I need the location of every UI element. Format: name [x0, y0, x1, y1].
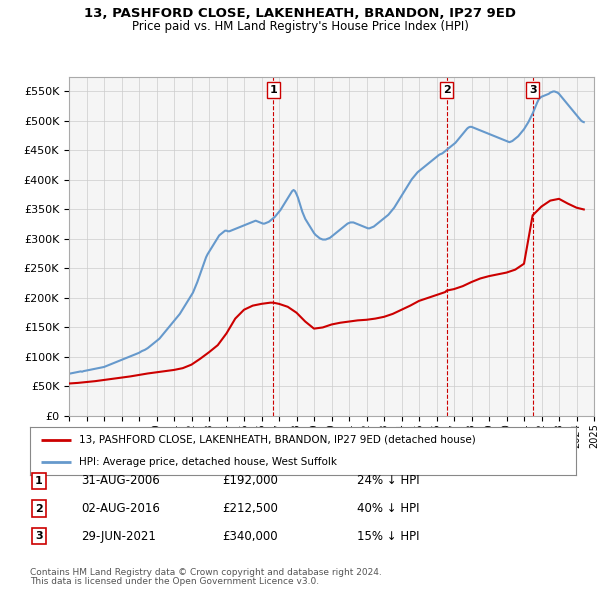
- Text: 13, PASHFORD CLOSE, LAKENHEATH, BRANDON, IP27 9ED: 13, PASHFORD CLOSE, LAKENHEATH, BRANDON,…: [84, 7, 516, 20]
- Text: 3: 3: [529, 85, 536, 95]
- Text: 40% ↓ HPI: 40% ↓ HPI: [357, 502, 419, 515]
- Text: 1: 1: [269, 85, 277, 95]
- Text: HPI: Average price, detached house, West Suffolk: HPI: Average price, detached house, West…: [79, 457, 337, 467]
- Text: £212,500: £212,500: [222, 502, 278, 515]
- Text: 29-JUN-2021: 29-JUN-2021: [81, 530, 156, 543]
- Text: £340,000: £340,000: [222, 530, 278, 543]
- Text: 1: 1: [35, 476, 43, 486]
- Text: 13, PASHFORD CLOSE, LAKENHEATH, BRANDON, IP27 9ED (detached house): 13, PASHFORD CLOSE, LAKENHEATH, BRANDON,…: [79, 435, 476, 445]
- Text: 15% ↓ HPI: 15% ↓ HPI: [357, 530, 419, 543]
- Text: 2: 2: [443, 85, 451, 95]
- Text: 3: 3: [35, 532, 43, 541]
- Text: 2: 2: [35, 504, 43, 513]
- Text: £192,000: £192,000: [222, 474, 278, 487]
- Text: This data is licensed under the Open Government Licence v3.0.: This data is licensed under the Open Gov…: [30, 578, 319, 586]
- Text: Contains HM Land Registry data © Crown copyright and database right 2024.: Contains HM Land Registry data © Crown c…: [30, 568, 382, 577]
- Text: 02-AUG-2016: 02-AUG-2016: [81, 502, 160, 515]
- Text: 31-AUG-2006: 31-AUG-2006: [81, 474, 160, 487]
- Text: 24% ↓ HPI: 24% ↓ HPI: [357, 474, 419, 487]
- Text: Price paid vs. HM Land Registry's House Price Index (HPI): Price paid vs. HM Land Registry's House …: [131, 20, 469, 33]
